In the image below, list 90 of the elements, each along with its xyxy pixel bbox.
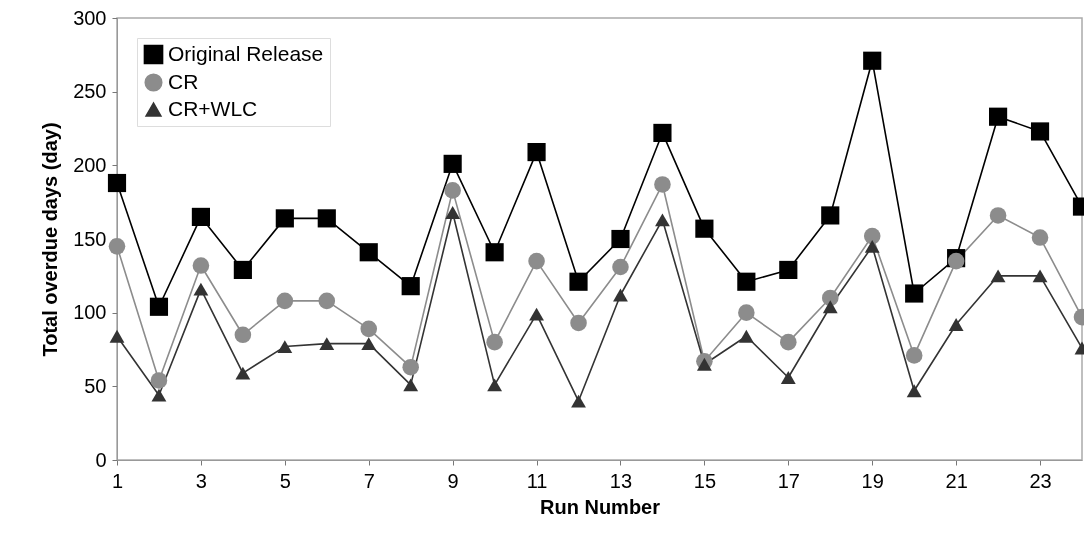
point: [485, 243, 504, 262]
point: [864, 239, 880, 253]
x-axis-title: Run Number: [540, 495, 661, 518]
point: [780, 333, 797, 351]
x-tick-label: 17: [777, 469, 800, 492]
point: [569, 272, 588, 291]
point: [150, 372, 168, 389]
x-tick-label: 21: [945, 469, 968, 492]
point: [655, 213, 670, 227]
point: [1032, 269, 1048, 283]
point: [654, 176, 671, 193]
point: [235, 366, 251, 380]
point: [821, 289, 839, 307]
point: [486, 333, 503, 351]
point: [401, 277, 420, 296]
x-tick-label: 15: [693, 469, 717, 492]
point: [696, 357, 712, 371]
point: [570, 314, 587, 332]
point: [234, 326, 252, 344]
point: [359, 243, 378, 262]
y-axis-title: Total overdue days (day): [39, 122, 62, 357]
point: [779, 260, 798, 280]
point: [737, 272, 756, 291]
point: [276, 292, 294, 310]
point: [822, 300, 838, 314]
y-tick-label: 50: [84, 374, 107, 397]
point: [528, 252, 545, 270]
point: [108, 238, 126, 255]
point: [863, 51, 882, 70]
x-tick-label: 13: [609, 469, 633, 492]
point: [319, 337, 335, 351]
point: [863, 227, 881, 245]
point: [191, 207, 210, 226]
y-tick-label: 200: [73, 153, 107, 176]
point: [193, 282, 209, 296]
y-tick-label: 300: [73, 6, 107, 29]
point: [905, 284, 924, 303]
point: [151, 388, 167, 402]
point: [905, 347, 923, 364]
point: [233, 260, 252, 280]
y-tick-label: 150: [73, 227, 107, 250]
point: [109, 329, 125, 343]
y-tick-label: 0: [95, 448, 107, 471]
point: [192, 257, 210, 274]
x-tick-label: 1: [111, 469, 124, 492]
x-tick-label: 9: [447, 469, 459, 492]
point: [990, 269, 1006, 283]
point: [571, 394, 586, 408]
point: [487, 378, 503, 392]
point: [653, 123, 672, 142]
point: [611, 229, 630, 249]
x-tick-label: 7: [363, 469, 375, 492]
point: [403, 378, 419, 392]
point: [738, 304, 755, 321]
point: [277, 340, 293, 353]
point: [1031, 229, 1049, 246]
point: [361, 337, 377, 351]
x-tick-label: 5: [279, 469, 291, 492]
point: [613, 288, 628, 302]
point: [989, 207, 1007, 224]
point: [107, 173, 127, 193]
point: [612, 258, 629, 276]
x-tick-label: 19: [861, 469, 884, 492]
legend-label: Original Release: [168, 41, 324, 65]
x-tick-label: 11: [526, 469, 548, 492]
legend-label: CR: [168, 69, 199, 93]
point: [445, 206, 461, 219]
point: [1030, 122, 1050, 141]
point: [906, 384, 922, 398]
y-tick-label: 100: [73, 301, 107, 324]
point: [360, 320, 378, 338]
point: [738, 329, 754, 343]
point: [780, 371, 796, 384]
point: [948, 318, 964, 331]
point: [275, 209, 294, 228]
x-tick-label: 23: [1029, 469, 1052, 492]
x-tick-label: 3: [195, 469, 207, 492]
y-tick-label: 250: [73, 80, 107, 103]
point: [149, 297, 169, 316]
point: [527, 142, 546, 162]
legend-label: CR+WLC: [168, 96, 258, 120]
point: [529, 307, 544, 321]
point: [317, 209, 336, 228]
point: [444, 182, 461, 199]
point: [443, 154, 462, 173]
point: [821, 206, 840, 225]
point: [402, 358, 419, 376]
point: [989, 107, 1008, 126]
point: [318, 292, 336, 310]
point: [695, 219, 714, 238]
